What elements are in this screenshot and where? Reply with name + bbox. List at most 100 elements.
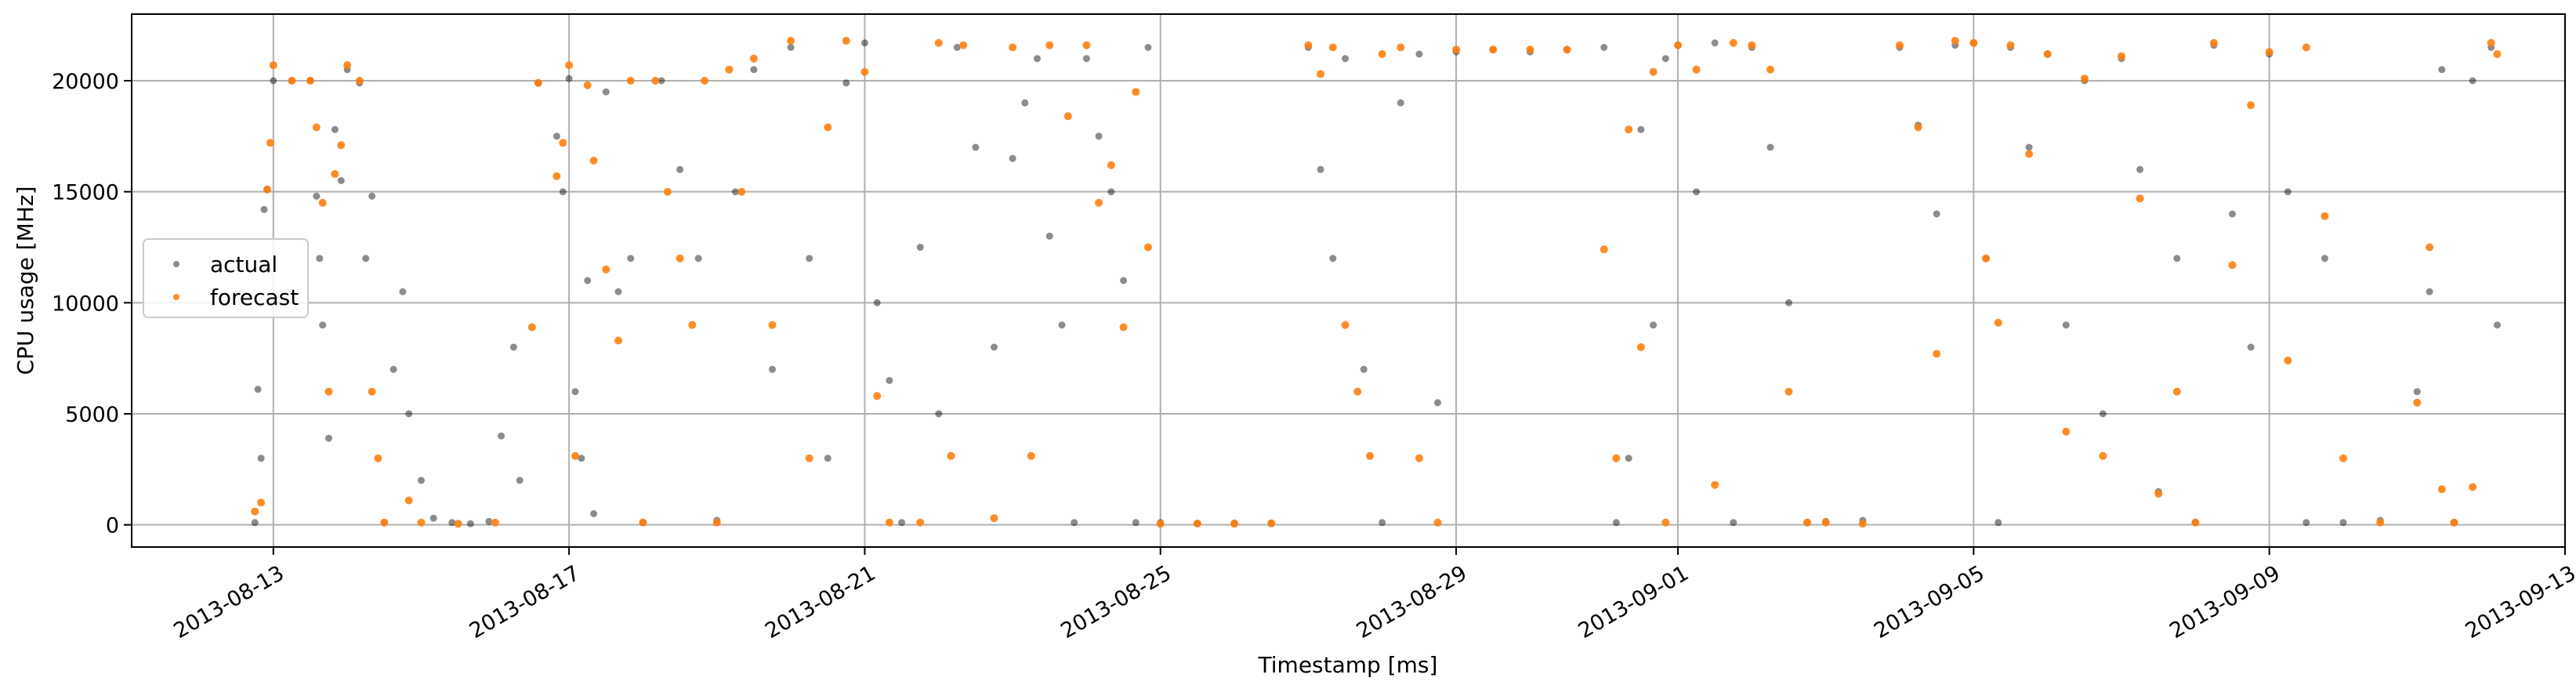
forecast-point <box>534 78 542 87</box>
actual-point <box>316 255 324 263</box>
actual-point <box>1730 519 1737 527</box>
forecast-point <box>2376 518 2385 527</box>
actual-point <box>886 377 893 384</box>
forecast-point <box>1982 254 1991 263</box>
actual-point <box>319 321 327 329</box>
forecast-point <box>559 139 567 147</box>
forecast-point <box>2006 41 2015 49</box>
forecast-point <box>2450 518 2458 527</box>
actual-point <box>1415 50 1423 58</box>
actual-point <box>553 132 560 140</box>
forecast-point <box>1766 65 1774 74</box>
actual-point <box>860 39 868 47</box>
forecast-point <box>1969 38 1978 47</box>
forecast-point <box>626 77 635 85</box>
forecast-point <box>934 38 943 47</box>
forecast-point <box>2209 38 2218 47</box>
actual-point <box>935 410 943 418</box>
y-axis-label: CPU usage [MHz] <box>13 187 38 375</box>
forecast-point <box>2487 38 2495 47</box>
forecast-point <box>1341 321 1350 329</box>
forecast-point <box>2025 150 2034 158</box>
forecast-point <box>2062 427 2071 436</box>
forecast-point <box>380 518 389 527</box>
forecast-point <box>527 323 536 332</box>
legend-frame <box>143 238 309 318</box>
actual-point <box>418 476 425 484</box>
forecast-point <box>324 387 333 396</box>
forecast-point <box>2493 50 2502 58</box>
actual-point <box>389 365 397 373</box>
data-points <box>251 37 2502 528</box>
legend: actual forecast <box>143 238 309 318</box>
forecast-point <box>1230 520 1239 528</box>
forecast-point <box>1156 520 1165 528</box>
forecast-point <box>2080 74 2089 83</box>
forecast-point <box>947 451 955 460</box>
forecast-point <box>749 54 758 63</box>
actual-point <box>1661 55 1669 63</box>
forecast-point <box>2154 490 2163 498</box>
actual-point <box>824 455 831 462</box>
forecast-point <box>2043 50 2052 58</box>
actual-point <box>898 519 906 527</box>
actual-point <box>2025 143 2033 151</box>
forecast-point <box>583 81 592 89</box>
y-tick-label: 15000 <box>52 181 119 205</box>
forecast-point <box>2172 387 2181 396</box>
actual-point <box>578 455 585 462</box>
actual-point <box>1132 519 1139 527</box>
forecast-point <box>1858 520 1867 528</box>
actual-point <box>750 66 758 74</box>
forecast-point <box>1082 41 1091 49</box>
legend-forecast-label: forecast <box>210 284 299 310</box>
actual-point <box>270 77 277 85</box>
forecast-point <box>331 170 339 178</box>
forecast-point <box>916 518 925 527</box>
actual-point <box>2438 66 2446 74</box>
forecast-point <box>1649 67 1658 76</box>
actual-point <box>260 205 268 213</box>
forecast-point <box>2426 243 2434 252</box>
forecast-point <box>842 37 850 45</box>
actual-point <box>2136 165 2144 173</box>
actual-point <box>2413 388 2421 396</box>
forecast-point <box>1692 65 1701 74</box>
forecast-point <box>589 157 598 165</box>
actual-point <box>1144 44 1152 51</box>
actual-point <box>313 192 321 200</box>
forecast-point <box>1711 480 1719 489</box>
actual-point <box>331 125 339 133</box>
forecast-point <box>312 123 321 132</box>
forecast-point <box>1600 245 1608 254</box>
actual-point <box>1600 44 1608 51</box>
actual-point <box>1766 143 1774 151</box>
forecast-point <box>565 61 574 70</box>
forecast-point <box>873 392 882 400</box>
y-tick-label: 5000 <box>65 403 119 427</box>
actual-point <box>2062 321 2070 329</box>
forecast-point <box>1027 451 1035 460</box>
actual-point <box>1693 188 1701 196</box>
actual-point <box>731 188 739 196</box>
forecast-point <box>1193 520 1201 527</box>
forecast-point <box>651 77 660 85</box>
actual-point <box>516 476 524 484</box>
forecast-point <box>1674 41 1683 49</box>
forecast-point <box>1914 123 1922 132</box>
x-axis-label: Timestamp [ms] <box>1258 652 1438 678</box>
actual-point <box>2099 410 2107 418</box>
forecast-point <box>1784 387 1793 396</box>
forecast-point <box>257 498 266 507</box>
forecast-point <box>1994 318 2002 327</box>
forecast-point <box>1489 45 1498 54</box>
forecast-point <box>1107 161 1115 169</box>
actual-point <box>1711 39 1719 47</box>
plot-frame <box>131 13 2566 548</box>
forecast-point <box>1317 70 1325 78</box>
actual-point <box>953 44 961 51</box>
forecast-point <box>251 507 259 516</box>
forecast-point <box>1397 43 1405 52</box>
